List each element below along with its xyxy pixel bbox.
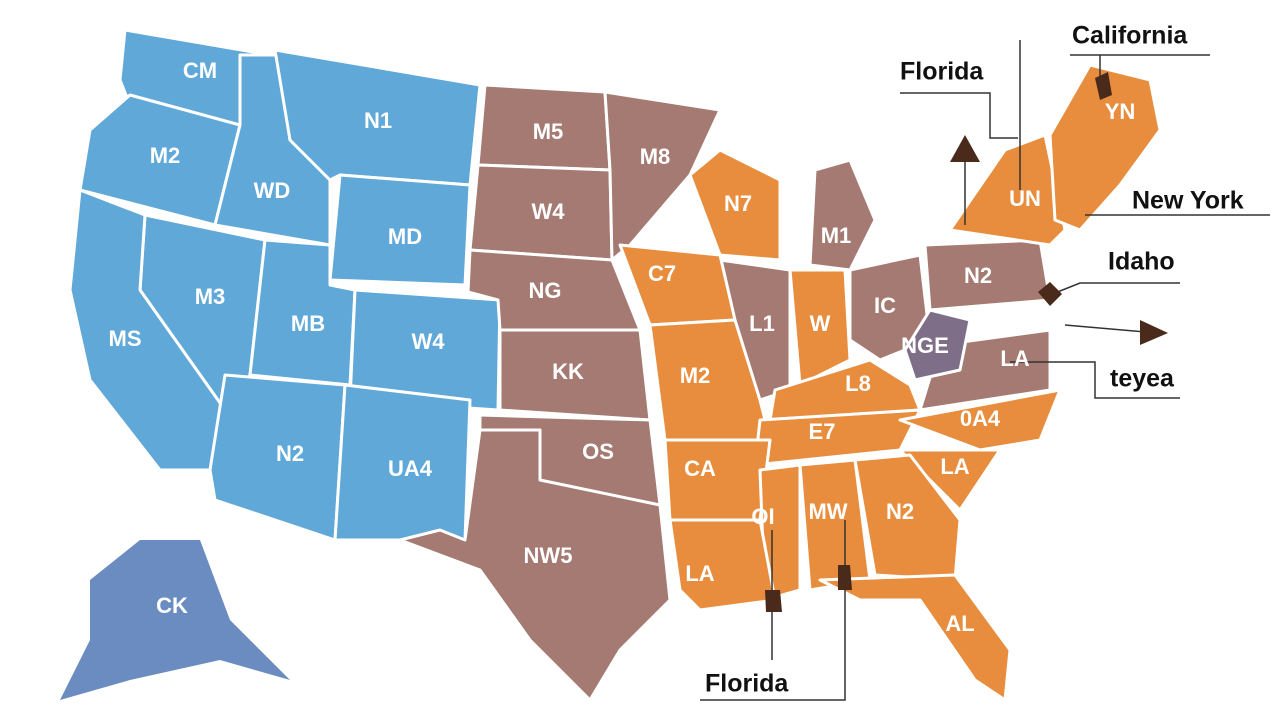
state-label: W: [810, 311, 831, 336]
leader: [1010, 361, 1180, 399]
state-label: M2: [680, 363, 711, 388]
state-label: LA: [940, 454, 969, 479]
state-label: NG: [529, 278, 562, 303]
states: [60, 28, 1162, 702]
state-label: YN: [1105, 99, 1136, 124]
state-labels: CM M2 N1 WD MD M3 MS MB W4 N2 UA4 M5 M8 W4 NG KK OS NW5 L1…: [109, 58, 1136, 636]
state-label: LA: [685, 561, 714, 586]
state-label: N1: [364, 108, 392, 133]
state-label: OI: [751, 504, 774, 529]
state: [788, 268, 852, 387]
state-label: IC: [874, 293, 896, 318]
state-label: M2: [150, 143, 181, 168]
state-label: UN: [1009, 186, 1041, 211]
state: [348, 288, 502, 412]
state-label: N7: [724, 191, 752, 216]
leader: [1049, 282, 1180, 296]
state-label: MB: [291, 311, 325, 336]
state: [328, 173, 472, 287]
state-label: WD: [254, 178, 291, 203]
state-label: UA4: [388, 456, 433, 481]
callout-label: Florida: [705, 670, 789, 698]
state-label: LA: [1000, 346, 1029, 371]
state-label: NGE: [901, 333, 949, 358]
state-label: M3: [195, 284, 226, 309]
arrow: [1140, 320, 1168, 345]
state-label: L8: [845, 371, 871, 396]
callouts: California Florida New York Idaho teyea Flori…: [705, 22, 1244, 698]
callout-label: New York: [1132, 187, 1244, 215]
state-label: N2: [276, 441, 304, 466]
state-label: NW5: [524, 543, 573, 568]
leader: [1064, 324, 1146, 333]
state-label: M8: [640, 144, 671, 169]
state-label: MS: [109, 326, 142, 351]
state-label: MW: [808, 499, 847, 524]
leader: [900, 92, 1018, 139]
state-label: C7: [648, 261, 676, 286]
callout-lines: [700, 40, 1270, 701]
state: [768, 358, 922, 422]
state-label: E7: [809, 419, 836, 444]
callout-label: teyea: [1110, 365, 1175, 393]
state-label: CM: [183, 58, 217, 83]
marker: [838, 565, 852, 590]
state-label: N2: [886, 499, 914, 524]
state: [818, 573, 1012, 702]
state-label: MD: [388, 224, 422, 249]
state-label: KK: [552, 359, 584, 384]
state-label: 0A4: [960, 406, 1001, 431]
marker: [765, 590, 782, 612]
marker: [1095, 72, 1112, 100]
state: [688, 148, 782, 262]
state: [208, 373, 347, 542]
state-label: M1: [821, 223, 852, 248]
state: [898, 388, 1062, 452]
state-label: CA: [684, 456, 716, 481]
state-label: M5: [533, 119, 564, 144]
state: [618, 243, 737, 327]
callout-label: Idaho: [1108, 248, 1175, 276]
callout-label: Florida: [900, 58, 984, 86]
state-label: OS: [582, 439, 614, 464]
state: [903, 308, 972, 382]
state: [853, 453, 962, 582]
state: [398, 428, 672, 702]
state-label: AL: [945, 611, 974, 636]
marker: [1038, 282, 1062, 306]
state: [668, 518, 777, 612]
state-label: N2: [964, 263, 992, 288]
state: [60, 540, 290, 700]
state: [808, 158, 877, 272]
state-label: W4: [412, 329, 446, 354]
callout-label: California: [1072, 22, 1188, 50]
state-label: CK: [156, 593, 188, 618]
state: [78, 93, 242, 227]
arrow: [950, 135, 980, 162]
state-label: L1: [749, 311, 775, 336]
state-label: W4: [532, 199, 566, 224]
